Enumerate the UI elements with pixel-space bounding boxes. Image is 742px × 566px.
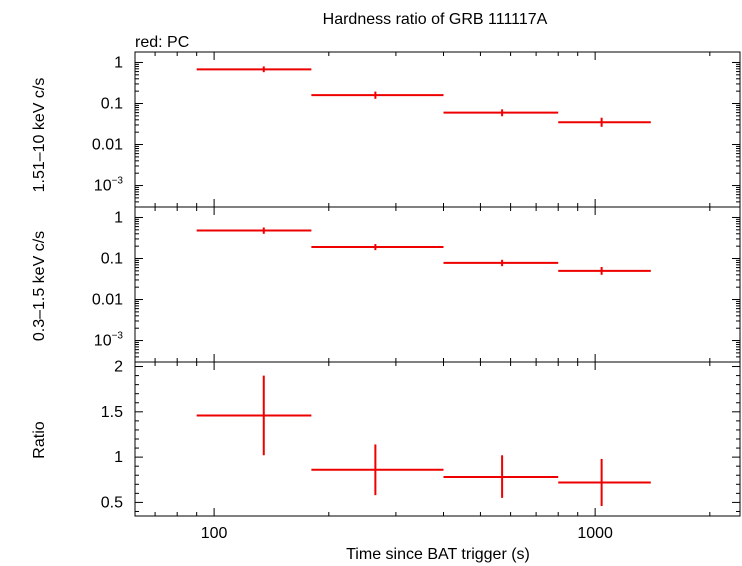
y-tick-label: 1 <box>114 449 123 466</box>
panel-frame <box>134 361 741 517</box>
chart-title: Hardness ratio of GRB 111117A <box>323 11 548 28</box>
y-tick-label: 10−3 <box>94 176 124 195</box>
x-tick-label: 100 <box>201 525 228 542</box>
y-tick-label: 2 <box>114 359 123 376</box>
x-axis-label: Time since BAT trigger (s) <box>346 546 530 563</box>
y-tick-label: 0.5 <box>101 494 123 511</box>
y-axis-label: 1.51–10 keV c/s <box>31 78 48 193</box>
y-tick-label: 1 <box>114 54 123 71</box>
y-tick-label: 1 <box>114 209 123 226</box>
chart-panels: 1 0.1 0.01 10−3 1.51–10 keV c/s 1 0.1 0.01 10−3 0… <box>31 51 741 542</box>
y-tick-label: 1.5 <box>101 404 123 421</box>
y-tick-label-exponent: −3 <box>112 331 124 342</box>
y-tick-label: 0.01 <box>92 137 123 154</box>
y-tick-label: 0.1 <box>101 95 123 112</box>
y-tick-label: 10−3 <box>94 331 124 350</box>
panel-frame <box>134 51 741 208</box>
y-tick-label-exponent: −3 <box>112 176 124 187</box>
y-tick-label: 0.01 <box>92 292 123 309</box>
y-axis-label: Ratio <box>31 421 48 458</box>
x-tick-label: 1000 <box>577 525 613 542</box>
y-tick-label: 0.1 <box>101 250 123 267</box>
chart-subtitle: red: PC <box>135 34 189 51</box>
y-axis-label: 0.3–1.5 keV c/s <box>31 231 48 341</box>
